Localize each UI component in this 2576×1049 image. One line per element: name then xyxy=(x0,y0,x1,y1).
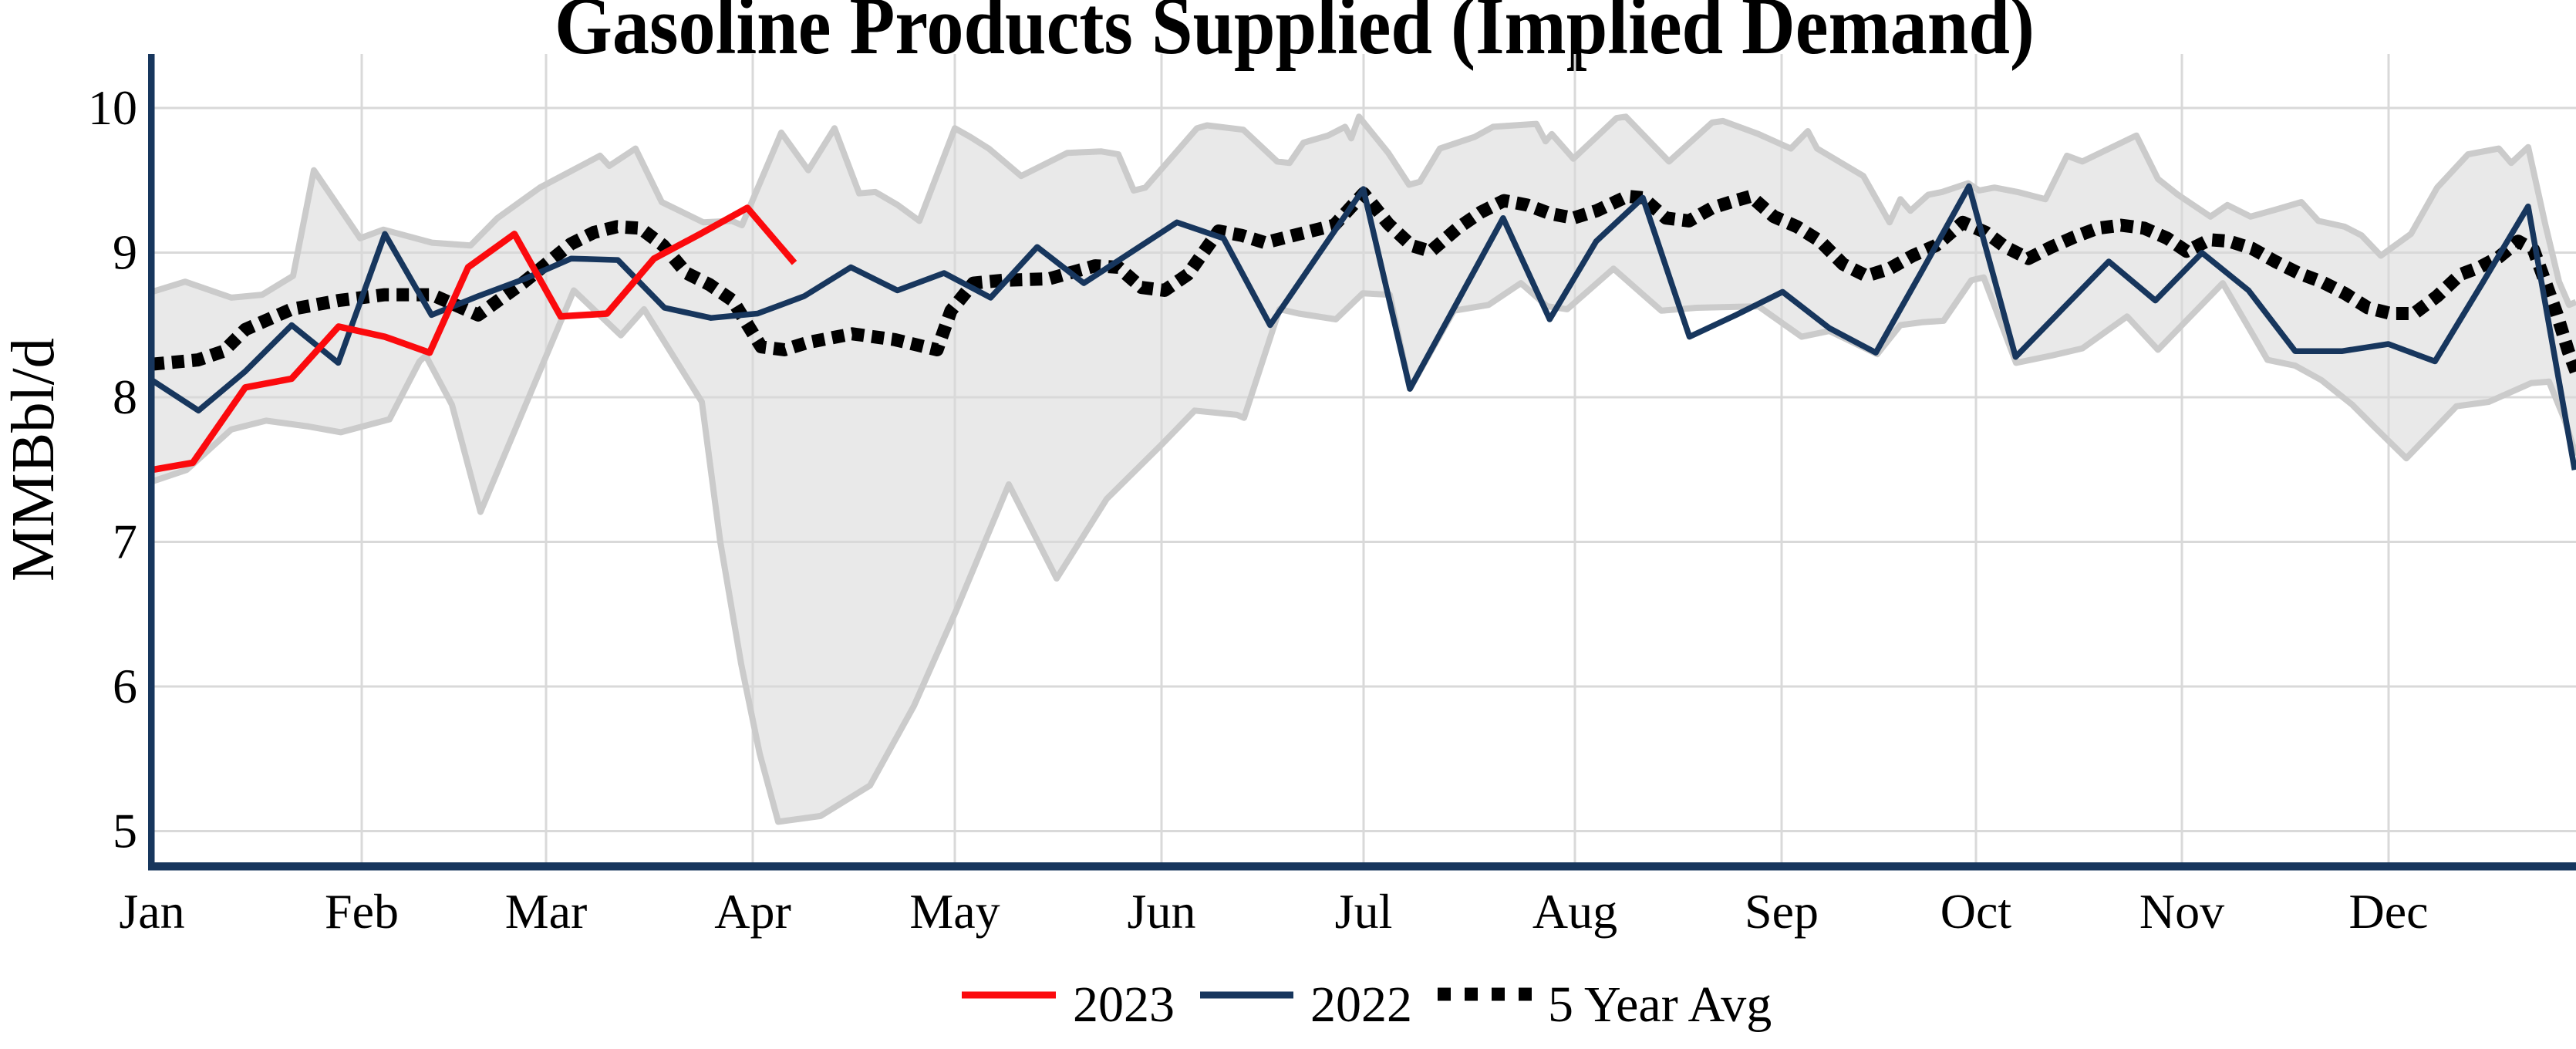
svg-text:Jun: Jun xyxy=(1128,884,1196,939)
svg-text:2022: 2022 xyxy=(1310,976,1412,1033)
svg-text:Sep: Sep xyxy=(1745,884,1819,939)
svg-text:7: 7 xyxy=(113,514,137,569)
svg-text:6: 6 xyxy=(113,659,137,713)
svg-text:Dec: Dec xyxy=(2348,884,2428,939)
svg-text:8: 8 xyxy=(113,369,137,424)
svg-text:Gasoline Products Supplied (Im: Gasoline Products Supplied (Implied Dema… xyxy=(555,0,2035,72)
svg-text:5: 5 xyxy=(113,804,137,858)
svg-text:9: 9 xyxy=(113,225,137,280)
svg-text:Mar: Mar xyxy=(505,884,588,939)
svg-text:5 Year Avg: 5 Year Avg xyxy=(1548,976,1772,1033)
svg-text:May: May xyxy=(909,884,1000,939)
svg-text:Jan: Jan xyxy=(119,884,184,939)
svg-text:2023: 2023 xyxy=(1073,976,1175,1033)
svg-text:10: 10 xyxy=(88,80,137,135)
svg-text:Aug: Aug xyxy=(1532,884,1617,939)
svg-text:Oct: Oct xyxy=(1940,884,2012,939)
svg-text:Nov: Nov xyxy=(2139,884,2224,939)
svg-text:Feb: Feb xyxy=(325,884,399,939)
svg-text:Apr: Apr xyxy=(714,884,791,939)
svg-text:MMBbl/d: MMBbl/d xyxy=(0,338,67,582)
svg-text:Jul: Jul xyxy=(1335,884,1393,939)
